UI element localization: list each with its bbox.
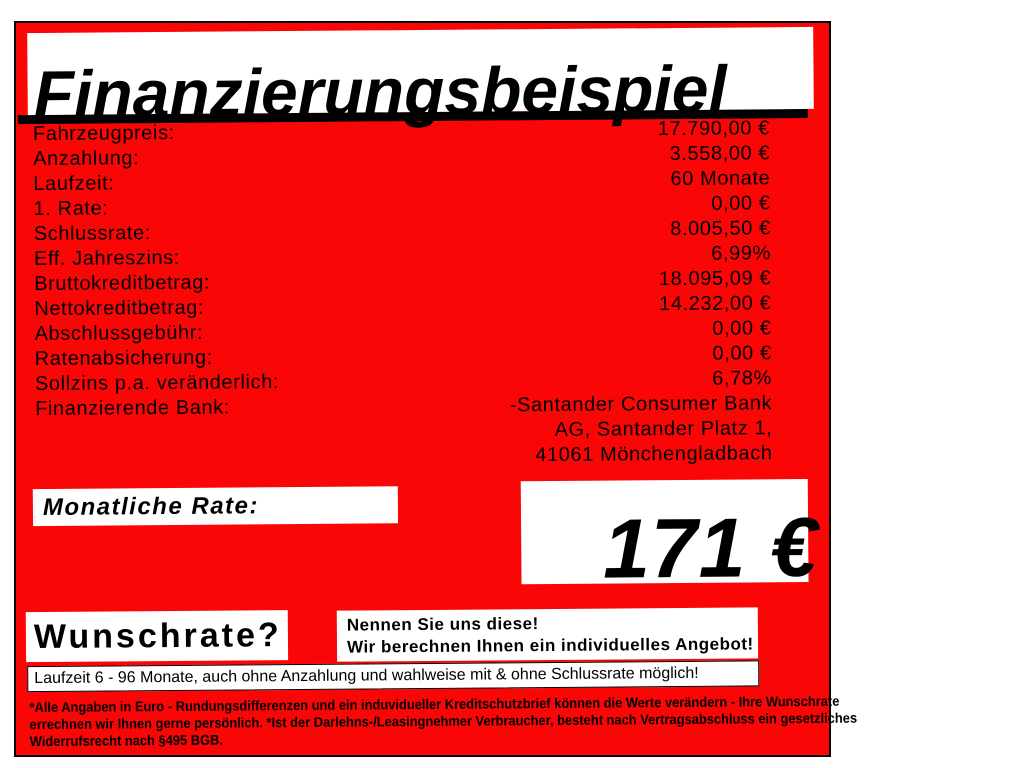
wunschrate-info-line-1: Nennen Sie uns diese! bbox=[346, 614, 539, 635]
finance-row-label: Anzahlung: bbox=[33, 147, 140, 171]
financing-flyer: Finanzierungsbeispiel Fahrzeugpreis: 17.7… bbox=[13, 20, 857, 758]
finance-row-value: 6,78% bbox=[712, 367, 773, 390]
finance-row-label: Laufzeit: bbox=[33, 172, 115, 196]
finance-row-label: Bruttokreditbetrag: bbox=[34, 271, 211, 296]
monthly-rate-label-box: Monatliche Rate: bbox=[32, 486, 399, 527]
finance-table: Fahrzeugpreis: 17.790,00 € Anzahlung: 3.558… bbox=[33, 116, 773, 472]
finance-row-label: Sollzins p.a. veränderlich: bbox=[34, 371, 280, 396]
title-box: Finanzierungsbeispiel bbox=[27, 26, 814, 131]
finance-row-label: Finanzierende Bank: bbox=[35, 396, 231, 421]
page-title: Finanzierungsbeispiel bbox=[33, 51, 728, 132]
finance-row-value: 0,00 € bbox=[711, 192, 771, 215]
finance-row-value: 14.232,00 € bbox=[658, 292, 772, 316]
finance-row-label: Eff. Jahreszins: bbox=[33, 246, 181, 271]
finance-row-value: 0,00 € bbox=[712, 317, 772, 340]
finance-row-value: 3.558,00 € bbox=[669, 142, 771, 166]
finance-row-value: 8.005,50 € bbox=[670, 217, 771, 241]
finance-row-value: 0,00 € bbox=[712, 342, 772, 365]
finance-row-value: -Santander Consumer Bank AG, Santander P… bbox=[509, 392, 773, 467]
finance-row-value: 6,99% bbox=[711, 242, 772, 265]
monthly-rate-label: Monatliche Rate: bbox=[42, 491, 260, 521]
wunschrate-info-line-2: Wir berechnen Ihnen ein individuelles An… bbox=[346, 634, 754, 657]
finance-row-label: Ratenabsicherung: bbox=[34, 346, 213, 371]
finance-row-value: 17.790,00 € bbox=[657, 117, 771, 141]
finance-row-value: 60 Monate bbox=[670, 167, 771, 191]
monthly-rate-value-box: 171 € bbox=[520, 478, 819, 595]
finance-row-label: 1. Rate: bbox=[33, 197, 109, 221]
wunschrate-info-box: Nennen Sie uns diese! Wir berechnen Ihne… bbox=[336, 607, 759, 662]
finance-row-label: Nettokreditbetrag: bbox=[34, 296, 205, 321]
monthly-rate-value: 171 € bbox=[602, 499, 819, 596]
finance-row: Finanzierende Bank: -Santander Consumer B… bbox=[35, 391, 773, 472]
wunschrate-box: Wunschrate? bbox=[25, 610, 289, 663]
term-note-strip: Laufzeit 6 - 96 Monate, auch ohne Anzahl… bbox=[27, 660, 760, 693]
finance-row-label: Fahrzeugpreis: bbox=[32, 121, 175, 146]
wunschrate-headline: Wunschrate? bbox=[33, 615, 282, 656]
flyer-content: Finanzierungsbeispiel Fahrzeugpreis: 17.7… bbox=[13, 20, 857, 758]
finance-row-value: 18.095,09 € bbox=[658, 267, 772, 291]
term-note-text: Laufzeit 6 - 96 Monate, auch ohne Anzahl… bbox=[34, 664, 699, 688]
finance-row-label: Schlussrate: bbox=[33, 222, 152, 246]
finance-row-label: Abschlussgebühr: bbox=[34, 321, 204, 346]
fine-print: *Alle Angaben in Euro - Rundungsdifferen… bbox=[29, 693, 857, 750]
